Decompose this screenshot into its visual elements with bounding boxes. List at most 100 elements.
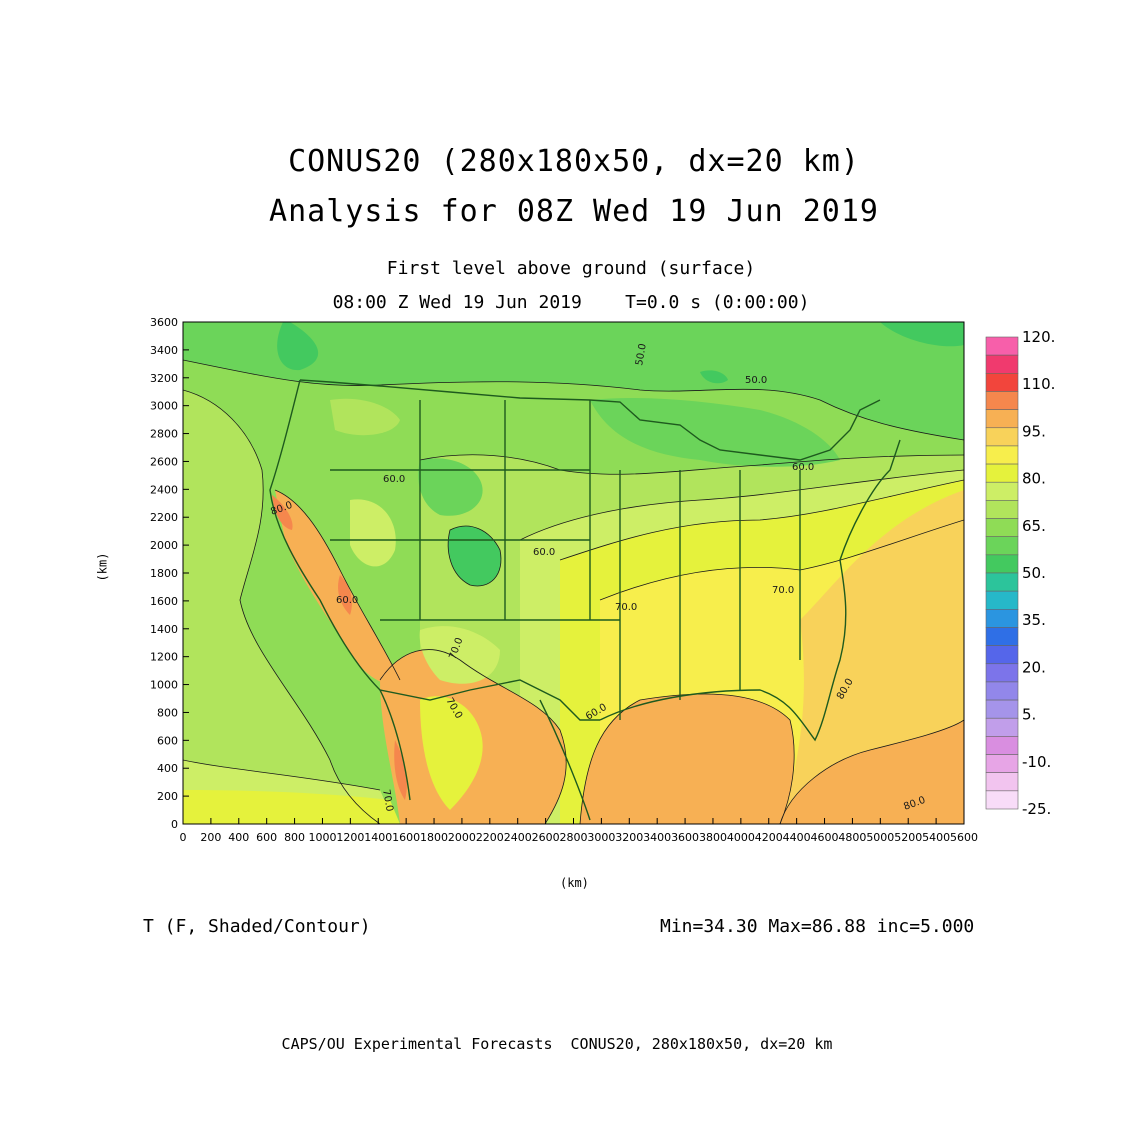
field-hotspot-sacramento [272, 495, 293, 530]
mexico-gulf-coast [539, 699, 591, 821]
colorbar-label: 50. [1022, 564, 1046, 582]
canada-us-border [299, 379, 881, 461]
field-colorado-cold [448, 526, 501, 586]
colorbar-swatch [985, 427, 1019, 447]
y-tick-label: 2600 [150, 455, 178, 468]
field-statistics: Min=34.30 Max=86.88 inc=5.000 [660, 916, 975, 937]
x-tick-label: 2000 [448, 831, 476, 844]
colorbar-label: -10. [1022, 753, 1051, 771]
colorbar-swatch [985, 609, 1019, 628]
colorbar-swatch [985, 373, 1019, 392]
contour-label: 70.0 [772, 585, 794, 596]
x-tick-label: 2600 [532, 831, 560, 844]
y-tick-label: 3200 [150, 372, 178, 385]
field-north-cool [183, 322, 964, 440]
pacific-coastline [269, 379, 411, 801]
time-description: 08:00 Z Wed 19 Jun 2019 T=0.0 s (0:00:00… [332, 292, 810, 313]
x-tick-label: 5600 [950, 831, 978, 844]
variable-label: T (F, Shaded/Contour) [143, 916, 371, 937]
colorbar-swatch [985, 590, 1019, 610]
contour-line [183, 759, 381, 791]
field-coldspot-quebec [880, 322, 964, 347]
contour-label: 70.0 [380, 789, 395, 813]
y-tick-label: 1400 [150, 623, 178, 636]
shaded-field [183, 322, 964, 824]
us-mexico-border [379, 679, 600, 721]
x-tick-label: 5400 [922, 831, 950, 844]
y-tick-label: 3400 [150, 344, 178, 357]
x-tick-label: 1000 [308, 831, 336, 844]
field-wyoming-cool [418, 458, 483, 516]
y-tick-label: 1600 [150, 595, 178, 608]
colorbar-swatch [985, 681, 1019, 701]
contour-line [274, 489, 401, 681]
contour-label: 60.0 [792, 462, 814, 473]
x-tick-label: 4400 [783, 831, 811, 844]
contour-line [779, 719, 964, 824]
contour-label: 50.0 [634, 343, 649, 367]
x-axis-label: (km) [560, 876, 589, 890]
colorbar-swatch [985, 500, 1019, 519]
x-tick-label: 600 [256, 831, 277, 844]
colorbar-swatch [985, 645, 1019, 665]
y-tick-label: 3000 [150, 400, 178, 413]
colorbar-swatch [985, 354, 1019, 374]
x-tick-label: 3400 [643, 831, 671, 844]
contour-line [183, 389, 381, 824]
y-axis: 0 200 400 600 800 1000 1200 1400 1600 1800 2000 220… [150, 316, 189, 831]
y-tick-label: 2400 [150, 483, 178, 496]
y-tick-label: 2000 [150, 539, 178, 552]
x-tick-label: 200 [200, 831, 221, 844]
colorbar-swatch [985, 754, 1019, 773]
field-mexico-plateau [420, 696, 483, 810]
state-boundaries [330, 400, 801, 720]
x-tick-label: 3200 [615, 831, 643, 844]
colorbar-label: -25. [1022, 800, 1051, 818]
x-tick-label: 2800 [560, 831, 588, 844]
contour-lines [183, 359, 964, 824]
colorbar-label: 5. [1022, 706, 1036, 724]
colorbar-label: 120. [1022, 328, 1055, 346]
y-tick-label: 0 [171, 818, 178, 831]
field-great-lakes [590, 398, 840, 467]
field-idaho [330, 398, 400, 436]
colorbar-swatch [985, 481, 1019, 501]
contour-label: 50.0 [745, 375, 767, 386]
colorbar-swatch [985, 336, 1019, 356]
geographic-boundaries [269, 379, 901, 821]
field-gulf-of-mexico [580, 694, 795, 824]
x-tick-label: 800 [284, 831, 305, 844]
field-caribbean [780, 720, 964, 824]
colorbar-swatch [985, 554, 1019, 574]
x-tick-label: 1400 [364, 831, 392, 844]
x-tick-label: 3000 [587, 831, 615, 844]
x-tick-label: 3800 [699, 831, 727, 844]
x-tick-label: 5000 [866, 831, 894, 844]
field-coldspot-ontario [700, 370, 728, 384]
x-tick-label: 4800 [838, 831, 866, 844]
contour-label: 60.0 [533, 547, 555, 558]
x-tick-label: 4600 [811, 831, 839, 844]
colorbar-swatch [985, 391, 1019, 410]
colorbar-swatch [985, 409, 1019, 429]
y-tick-label: 2800 [150, 428, 178, 441]
x-tick-label: 2200 [476, 831, 504, 844]
x-tick-label: 1200 [336, 831, 364, 844]
colorbar-swatch [985, 736, 1019, 755]
x-tick-label: 5200 [894, 831, 922, 844]
x-tick-label: 1800 [420, 831, 448, 844]
x-tick-label: 1600 [392, 831, 420, 844]
gulf-atlantic-coastline [599, 439, 901, 742]
x-tick-label: 4200 [755, 831, 783, 844]
field-hotspot-baja [394, 740, 407, 800]
footer-credit: CAPS/OU Experimental Forecasts CONUS20, … [281, 1035, 833, 1053]
y-tick-label: 1200 [150, 651, 178, 664]
y-tick-label: 600 [157, 734, 178, 747]
y-tick-label: 1800 [150, 567, 178, 580]
y-tick-label: 400 [157, 762, 178, 775]
chart-subtitle-valid-time: Analysis for 08Z Wed 19 Jun 2019 [269, 194, 879, 229]
colorbar-label: 95. [1022, 422, 1046, 440]
contour-line [447, 525, 502, 587]
x-tick-label: 4000 [727, 831, 755, 844]
field-pacific-south [183, 790, 400, 824]
